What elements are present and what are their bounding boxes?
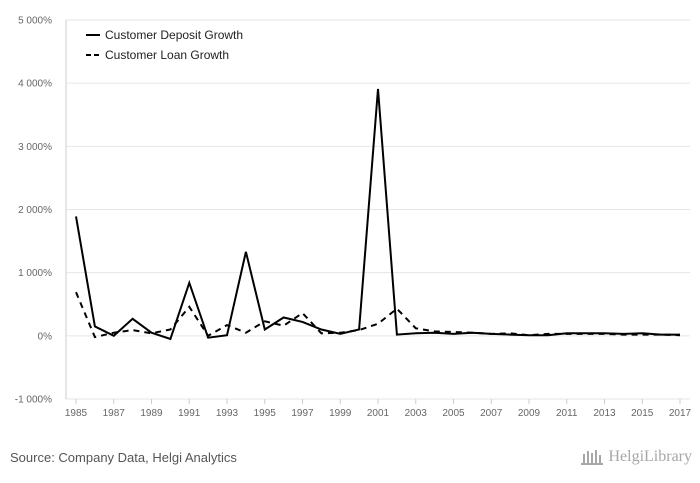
x-tick-label: 2009 xyxy=(518,408,541,419)
logo-text: HelgiLibrary xyxy=(608,448,692,465)
y-tick-label: 0% xyxy=(38,331,53,342)
x-tick-label: 2017 xyxy=(669,408,692,419)
x-tick-label: 1997 xyxy=(291,408,314,419)
series-line-1 xyxy=(75,88,680,341)
x-tick-label: 1989 xyxy=(140,408,163,419)
x-tick-label: 2015 xyxy=(631,408,654,419)
x-tick-label: 1985 xyxy=(65,408,88,419)
helgi-library-logo[interactable]: HelgiLibrary xyxy=(580,448,692,466)
source-note: Source: Company Data, Helgi Analytics xyxy=(10,450,237,465)
y-tick-label: 3 000% xyxy=(18,142,52,153)
x-tick-label: 2005 xyxy=(442,408,465,419)
x-tick-label: 2013 xyxy=(593,408,616,419)
x-tick-label: 2007 xyxy=(480,408,503,419)
x-tick-label: 1987 xyxy=(103,408,126,419)
legend-label-2: Customer Loan Growth xyxy=(105,48,229,62)
line-chart: 5 000% 4 000% 3 000% 2 000% 1 000% 0% -1 000% 1… xyxy=(15,16,692,420)
y-tick-label: 2 000% xyxy=(18,205,52,216)
y-tick-label: -1 000% xyxy=(15,395,52,406)
series-line-2 xyxy=(75,291,681,339)
x-tick-label: 1991 xyxy=(178,408,201,419)
x-tick-label: 1999 xyxy=(329,408,352,419)
x-tick-label: 1993 xyxy=(216,408,239,419)
x-tick-label: 2011 xyxy=(556,408,578,419)
library-building-icon xyxy=(581,450,604,465)
x-tick-label: 1995 xyxy=(254,408,277,419)
y-tick-label: 5 000% xyxy=(18,16,52,27)
y-tick-label: 1 000% xyxy=(18,268,52,279)
x-tick-label: 2003 xyxy=(405,408,428,419)
x-tick-label: 2001 xyxy=(367,408,390,419)
legend-label-1: Customer Deposit Growth xyxy=(105,28,243,42)
y-tick-label: 4 000% xyxy=(18,79,52,90)
